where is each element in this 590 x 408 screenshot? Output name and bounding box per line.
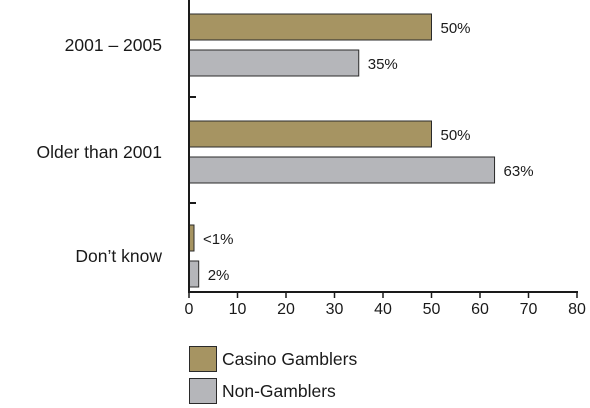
legend-item-non-gamblers: Non-Gamblers (189, 376, 449, 406)
category-label-older-than-2001: Older than 2001 (36, 142, 162, 162)
value-label-casino-gamblers-don-t-know: <1% (203, 231, 233, 248)
legend: Casino Gamblers Non-Gamblers (189, 344, 449, 408)
x-tick-label-40: 40 (374, 301, 392, 318)
x-tick-label-10: 10 (229, 301, 247, 318)
bar-non-gamblers-don-t-know (188, 260, 200, 288)
bar-non-gamblers-2001-2005 (188, 49, 360, 77)
x-tick-label-30: 30 (326, 301, 344, 318)
bar-non-gamblers-older-than-2001 (188, 156, 496, 184)
bar-casino-gamblers-older-than-2001 (188, 120, 432, 148)
value-label-non-gamblers-older-than-2001: 63% (504, 163, 534, 180)
value-label-non-gamblers-don-t-know: 2% (208, 267, 230, 284)
legend-item-casino-gamblers: Casino Gamblers (189, 344, 449, 374)
x-tick-label-0: 0 (185, 301, 194, 318)
category-label-2001-2005: 2001 – 2005 (65, 35, 162, 55)
legend-label-casino-gamblers: Casino Gamblers (222, 349, 358, 369)
legend-label-non-gamblers: Non-Gamblers (222, 381, 336, 401)
legend-swatch-casino-gamblers (189, 346, 217, 372)
x-tick-label-50: 50 (423, 301, 441, 318)
x-tick-label-80: 80 (568, 301, 586, 318)
category-label-don-t-know: Don’t know (75, 246, 162, 266)
x-tick-label-60: 60 (471, 301, 489, 318)
x-tick-label-70: 70 (520, 301, 538, 318)
x-tick-label-20: 20 (277, 301, 295, 318)
bar-casino-gamblers-2001-2005 (188, 13, 432, 41)
value-label-non-gamblers-2001-2005: 35% (368, 56, 398, 73)
legend-swatch-non-gamblers (189, 378, 217, 404)
value-label-casino-gamblers-2001-2005: 50% (441, 20, 471, 37)
value-label-casino-gamblers-older-than-2001: 50% (441, 127, 471, 144)
